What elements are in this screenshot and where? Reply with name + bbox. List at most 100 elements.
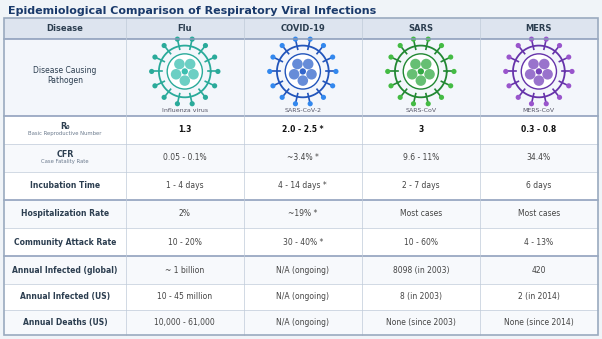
Circle shape: [171, 69, 181, 80]
Text: 30 - 40% *: 30 - 40% *: [282, 238, 323, 246]
Circle shape: [521, 54, 556, 89]
Text: 3: 3: [418, 125, 423, 134]
Circle shape: [203, 43, 208, 48]
Circle shape: [424, 69, 435, 80]
Circle shape: [179, 75, 190, 86]
Text: R₀: R₀: [60, 122, 70, 131]
Text: N/A (ongoing): N/A (ongoing): [276, 293, 329, 301]
Text: ~ 1 billion: ~ 1 billion: [165, 266, 205, 275]
Circle shape: [306, 69, 317, 80]
Circle shape: [539, 59, 550, 69]
Circle shape: [321, 95, 326, 100]
Circle shape: [330, 55, 335, 60]
Text: 0.3 - 0.8: 0.3 - 0.8: [521, 125, 556, 134]
Circle shape: [185, 59, 196, 69]
Text: 10 - 45 million: 10 - 45 million: [157, 293, 213, 301]
Circle shape: [190, 101, 194, 106]
Text: Basic Reproductive Number: Basic Reproductive Number: [28, 131, 102, 136]
Text: Incubation Time: Incubation Time: [30, 181, 100, 191]
Text: 420: 420: [532, 266, 546, 275]
Circle shape: [506, 55, 512, 60]
Text: 10,000 - 61,000: 10,000 - 61,000: [154, 318, 215, 327]
Text: 4 - 13%: 4 - 13%: [524, 238, 553, 246]
Bar: [4, 200, 598, 228]
Text: 8 (in 2003): 8 (in 2003): [400, 293, 442, 301]
Text: 4 - 14 days *: 4 - 14 days *: [279, 181, 327, 191]
Circle shape: [321, 43, 326, 48]
Text: 10 - 20%: 10 - 20%: [168, 238, 202, 246]
Text: Hospitalization Rate: Hospitalization Rate: [21, 210, 109, 218]
Circle shape: [174, 59, 185, 69]
Text: Disease Causing
Pathogen: Disease Causing Pathogen: [33, 66, 96, 85]
Text: 0.05 - 0.1%: 0.05 - 0.1%: [163, 153, 206, 162]
Circle shape: [439, 95, 444, 100]
Circle shape: [292, 59, 303, 69]
Circle shape: [270, 83, 276, 88]
Circle shape: [293, 101, 298, 106]
Circle shape: [190, 37, 194, 42]
Circle shape: [279, 95, 285, 100]
Text: 2 - 7 days: 2 - 7 days: [402, 181, 439, 191]
Text: Most cases: Most cases: [518, 210, 560, 218]
Circle shape: [397, 43, 403, 48]
Text: SARS-CoV-2: SARS-CoV-2: [284, 107, 321, 113]
Text: 2 (in 2014): 2 (in 2014): [518, 293, 560, 301]
Circle shape: [161, 95, 167, 100]
Text: 1.3: 1.3: [178, 125, 191, 134]
Circle shape: [566, 83, 571, 88]
Text: 6 days: 6 days: [526, 181, 551, 191]
Circle shape: [506, 83, 512, 88]
Circle shape: [152, 55, 158, 60]
Bar: [4, 310, 598, 335]
Circle shape: [557, 95, 562, 100]
Circle shape: [439, 43, 444, 48]
Circle shape: [297, 75, 308, 86]
Circle shape: [452, 69, 456, 74]
Text: Annual Infected (global): Annual Infected (global): [12, 266, 117, 275]
Circle shape: [448, 55, 453, 60]
Circle shape: [410, 59, 421, 69]
Bar: [4, 39, 598, 116]
Text: SARS: SARS: [408, 24, 433, 33]
Circle shape: [385, 69, 390, 74]
Bar: [4, 172, 598, 200]
Text: Flu: Flu: [178, 24, 192, 33]
Circle shape: [308, 101, 313, 106]
Circle shape: [203, 95, 208, 100]
Circle shape: [421, 59, 432, 69]
Circle shape: [285, 54, 320, 89]
Text: 9.6 - 11%: 9.6 - 11%: [403, 153, 439, 162]
Circle shape: [542, 69, 553, 80]
Text: 10 - 60%: 10 - 60%: [404, 238, 438, 246]
Text: COVID-19: COVID-19: [281, 24, 325, 33]
Circle shape: [407, 69, 417, 80]
Circle shape: [182, 68, 188, 75]
Text: Community Attack Rate: Community Attack Rate: [14, 238, 116, 246]
Text: 2.0 - 2.5 *: 2.0 - 2.5 *: [282, 125, 323, 134]
Text: None (since 2014): None (since 2014): [504, 318, 574, 327]
Circle shape: [167, 54, 202, 89]
Circle shape: [533, 75, 544, 86]
Text: N/A (ongoing): N/A (ongoing): [276, 318, 329, 327]
Circle shape: [161, 43, 167, 48]
Text: Annual Infected (US): Annual Infected (US): [20, 293, 110, 301]
Circle shape: [279, 43, 285, 48]
Circle shape: [175, 37, 180, 42]
Circle shape: [529, 37, 534, 42]
Circle shape: [516, 95, 521, 100]
Circle shape: [212, 55, 217, 60]
Text: ~19% *: ~19% *: [288, 210, 317, 218]
Circle shape: [152, 83, 158, 88]
Circle shape: [415, 75, 426, 86]
Circle shape: [448, 83, 453, 88]
Circle shape: [267, 69, 272, 74]
Text: Influenza virus: Influenza virus: [162, 107, 208, 113]
Bar: [4, 144, 598, 172]
Circle shape: [188, 69, 199, 80]
Text: 8098 (in 2003): 8098 (in 2003): [393, 266, 449, 275]
Circle shape: [403, 54, 438, 89]
Text: Annual Deaths (US): Annual Deaths (US): [22, 318, 107, 327]
Text: MERS: MERS: [526, 24, 552, 33]
Text: Disease: Disease: [46, 24, 83, 33]
Circle shape: [303, 59, 314, 69]
